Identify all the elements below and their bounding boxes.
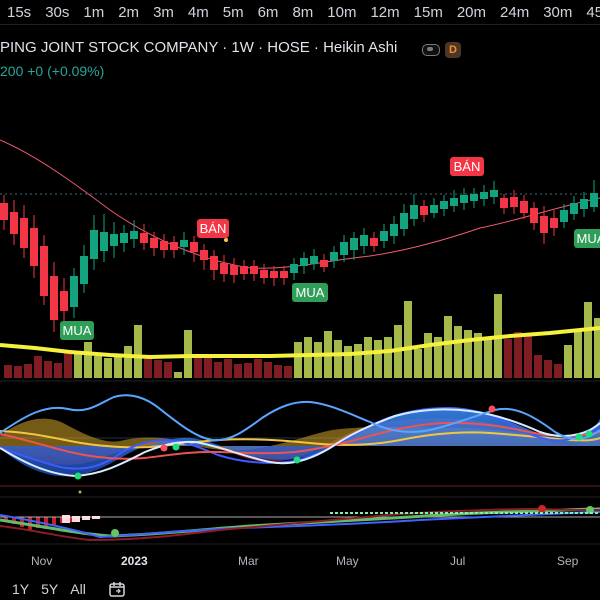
buy-signal-text-2: MUA	[296, 285, 325, 300]
time-axis-label-nov: Nov	[31, 554, 52, 568]
chart-canvas[interactable]: BÁN BÁN MUA MUA MUA	[0, 82, 600, 578]
interval-5m[interactable]: 5m	[222, 3, 244, 21]
interval-toolbar: 15s 30s 1m 2m 3m 4m 5m 6m 8m 10m 12m 15m…	[0, 0, 600, 25]
sell-signal-label-2[interactable]: BÁN	[450, 157, 484, 176]
buy-signal-label-3[interactable]: MUA	[574, 229, 600, 248]
interval-10m[interactable]: 10m	[327, 3, 357, 21]
volume-bars	[4, 294, 600, 378]
volume-average-line	[0, 326, 600, 360]
chart-header: PING JOINT STOCK COMPANY · 1W · HOSE · H…	[0, 39, 600, 83]
interval-20m[interactable]: 20m	[456, 3, 487, 21]
histogram-pane	[0, 505, 600, 542]
interval-2m[interactable]: 2m	[118, 3, 140, 21]
buy-signal-label-2[interactable]: MUA	[292, 283, 328, 302]
time-axis-label-may: May	[336, 554, 359, 568]
sell-signal-text-2: BÁN	[454, 159, 481, 174]
interval-15s[interactable]: 15s	[7, 3, 32, 21]
interval-30m[interactable]: 30m	[543, 3, 573, 21]
time-axis-label-jul: Jul	[450, 554, 465, 568]
time-axis-label-2023: 2023	[121, 554, 148, 568]
range-5y[interactable]: 5Y	[41, 581, 59, 597]
header-badges: D	[422, 42, 461, 58]
price-change: 200 +0 (+0.09%)	[0, 63, 105, 79]
range-all[interactable]: All	[70, 581, 86, 597]
symbol-title[interactable]: PING JOINT STOCK COMPANY · 1W · HOSE · H…	[0, 39, 398, 56]
interval-15m[interactable]: 15m	[413, 3, 443, 21]
buy-signal-text: MUA	[63, 323, 92, 338]
interval-24m[interactable]: 24m	[500, 3, 530, 21]
sell-signal-text: BÁN	[200, 221, 227, 236]
interval-1m[interactable]: 1m	[83, 3, 105, 21]
buy-signal-text-3: MUA	[577, 231, 600, 246]
interval-45m[interactable]: 45m	[586, 3, 600, 21]
calendar-icon[interactable]	[108, 581, 126, 598]
range-1y[interactable]: 1Y	[12, 581, 30, 597]
time-axis-label-mar: Mar	[238, 554, 259, 568]
status-badge[interactable]: D	[445, 42, 461, 58]
pill-toggle-icon[interactable]	[422, 44, 440, 56]
interval-30s[interactable]: 30s	[45, 3, 70, 21]
buy-signal-label[interactable]: MUA	[60, 321, 94, 340]
interval-12m[interactable]: 12m	[370, 3, 400, 21]
time-axis: Nov 2023 Mar May Jul Sep	[31, 554, 579, 568]
interval-8m[interactable]: 8m	[292, 3, 314, 21]
oscillator-pane	[0, 394, 600, 494]
heikin-ashi-candles	[0, 180, 598, 332]
interval-6m[interactable]: 6m	[257, 3, 279, 21]
range-toolbar: 1Y 5Y All	[0, 578, 600, 600]
time-axis-label-sep: Sep	[557, 554, 579, 568]
sell-signal-label[interactable]: BÁN	[197, 219, 229, 242]
interval-3m[interactable]: 3m	[153, 3, 174, 21]
interval-4m[interactable]: 4m	[187, 3, 209, 21]
